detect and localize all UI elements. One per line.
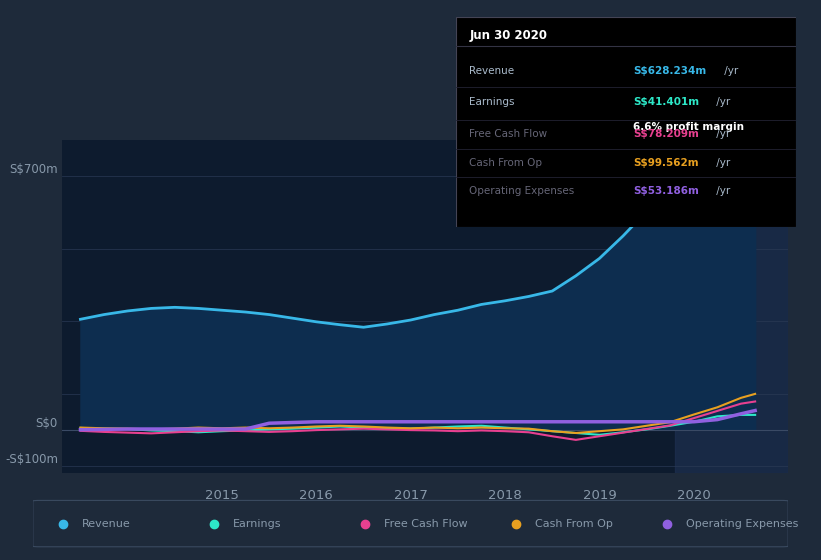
Text: /yr: /yr xyxy=(713,158,730,168)
Text: S$41.401m: S$41.401m xyxy=(633,97,699,107)
Text: S$0: S$0 xyxy=(35,417,58,430)
Text: /yr: /yr xyxy=(713,97,730,107)
Text: Operating Expenses: Operating Expenses xyxy=(470,186,575,196)
Text: 6.6% profit margin: 6.6% profit margin xyxy=(633,122,744,132)
Text: -S$100m: -S$100m xyxy=(5,453,58,466)
FancyBboxPatch shape xyxy=(33,501,788,547)
Text: /yr: /yr xyxy=(722,67,739,76)
Text: Free Cash Flow: Free Cash Flow xyxy=(384,519,468,529)
Text: S$628.234m: S$628.234m xyxy=(633,67,706,76)
Text: Revenue: Revenue xyxy=(470,67,515,76)
Text: S$700m: S$700m xyxy=(9,163,58,176)
Text: Earnings: Earnings xyxy=(233,519,282,529)
Text: /yr: /yr xyxy=(713,129,730,139)
Text: Free Cash Flow: Free Cash Flow xyxy=(470,129,548,139)
Text: Cash From Op: Cash From Op xyxy=(535,519,613,529)
Text: Jun 30 2020: Jun 30 2020 xyxy=(470,30,548,43)
Text: S$78.209m: S$78.209m xyxy=(633,129,699,139)
Text: /yr: /yr xyxy=(713,186,730,196)
Text: Revenue: Revenue xyxy=(82,519,131,529)
Text: Cash From Op: Cash From Op xyxy=(470,158,543,168)
Text: Earnings: Earnings xyxy=(470,97,515,107)
Text: S$99.562m: S$99.562m xyxy=(633,158,699,168)
Bar xyxy=(675,140,788,473)
Text: Operating Expenses: Operating Expenses xyxy=(686,519,799,529)
Text: S$53.186m: S$53.186m xyxy=(633,186,699,196)
